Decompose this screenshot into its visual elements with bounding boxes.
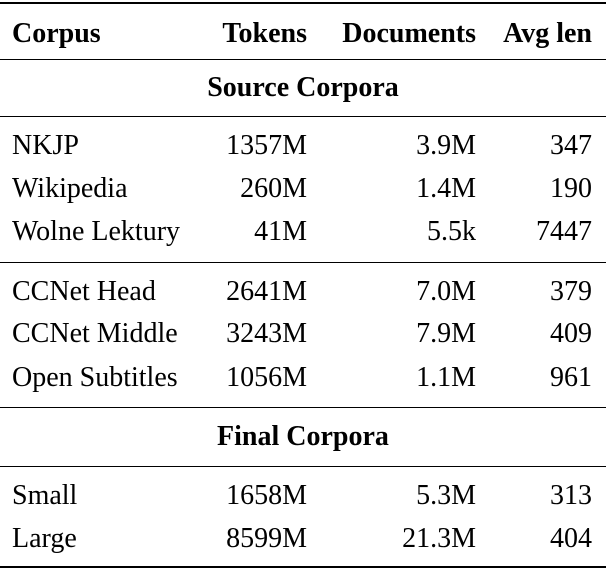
cell-corpus: Open Subtitles [12,362,178,393]
cell-corpus: CCNet Middle [12,318,178,349]
cell-avg-len: 379 [550,276,592,307]
cell-tokens: 1056M [226,362,307,393]
cell-documents: 7.0M [416,276,476,307]
bottom-rule [0,566,606,568]
section-title-final: Final Corpora [217,421,389,452]
cell-tokens: 3243M [226,318,307,349]
cell-avg-len: 313 [550,480,592,511]
cell-corpus: Wolne Lektury [12,216,181,247]
table-row: CCNet Middle 3243M 7.9M 409 [0,314,606,354]
cell-corpus: CCNet Head [12,276,156,307]
table-row: NKJP 1357M 3.9M 347 [0,126,606,166]
table-row: CCNet Head 2641M 7.0M 379 [0,272,606,312]
cell-tokens: 1658M [226,480,307,511]
cell-documents: 5.3M [416,480,476,511]
section-rule-source [0,116,606,117]
table-row: Wikipedia 260M 1.4M 190 [0,169,606,209]
cell-documents: 5.5k [427,216,476,247]
cell-corpus: Large [12,523,77,554]
cell-avg-len: 7447 [536,216,592,247]
section-rule-final [0,466,606,467]
cell-documents: 1.4M [416,173,476,204]
cell-tokens: 2641M [226,276,307,307]
cell-tokens: 41M [254,216,307,247]
cell-corpus: Wikipedia [12,173,128,204]
cell-documents: 1.1M [416,362,476,393]
cell-documents: 21.3M [402,523,476,554]
table-row: Small 1658M 5.3M 313 [0,476,606,516]
table-row: Open Subtitles 1056M 1.1M 961 [0,358,606,398]
table-row: Large 8599M 21.3M 404 [0,519,606,559]
cell-avg-len: 190 [550,173,592,204]
top-rule [0,2,606,4]
table-row: Wolne Lektury 41M 5.5k 7447 [0,212,606,252]
cell-tokens: 8599M [226,523,307,554]
header-avg-len: Avg len [503,18,592,49]
section-rule [0,407,606,408]
header-documents: Documents [342,18,476,49]
header-rule [0,59,606,60]
cell-tokens: 260M [240,173,307,204]
cell-documents: 7.9M [416,318,476,349]
header-tokens: Tokens [222,18,307,49]
cell-corpus: Small [12,480,78,511]
cell-avg-len: 961 [550,362,592,393]
group-rule [0,262,606,263]
cell-corpus: NKJP [12,130,79,161]
cell-avg-len: 409 [550,318,592,349]
header-corpus: Corpus [12,18,101,49]
cell-tokens: 1357M [226,130,307,161]
header-row: Corpus Tokens Documents Avg len [0,14,606,54]
section-title-source: Source Corpora [207,72,399,103]
cell-avg-len: 404 [550,523,592,554]
cell-documents: 3.9M [416,130,476,161]
cell-avg-len: 347 [550,130,592,161]
